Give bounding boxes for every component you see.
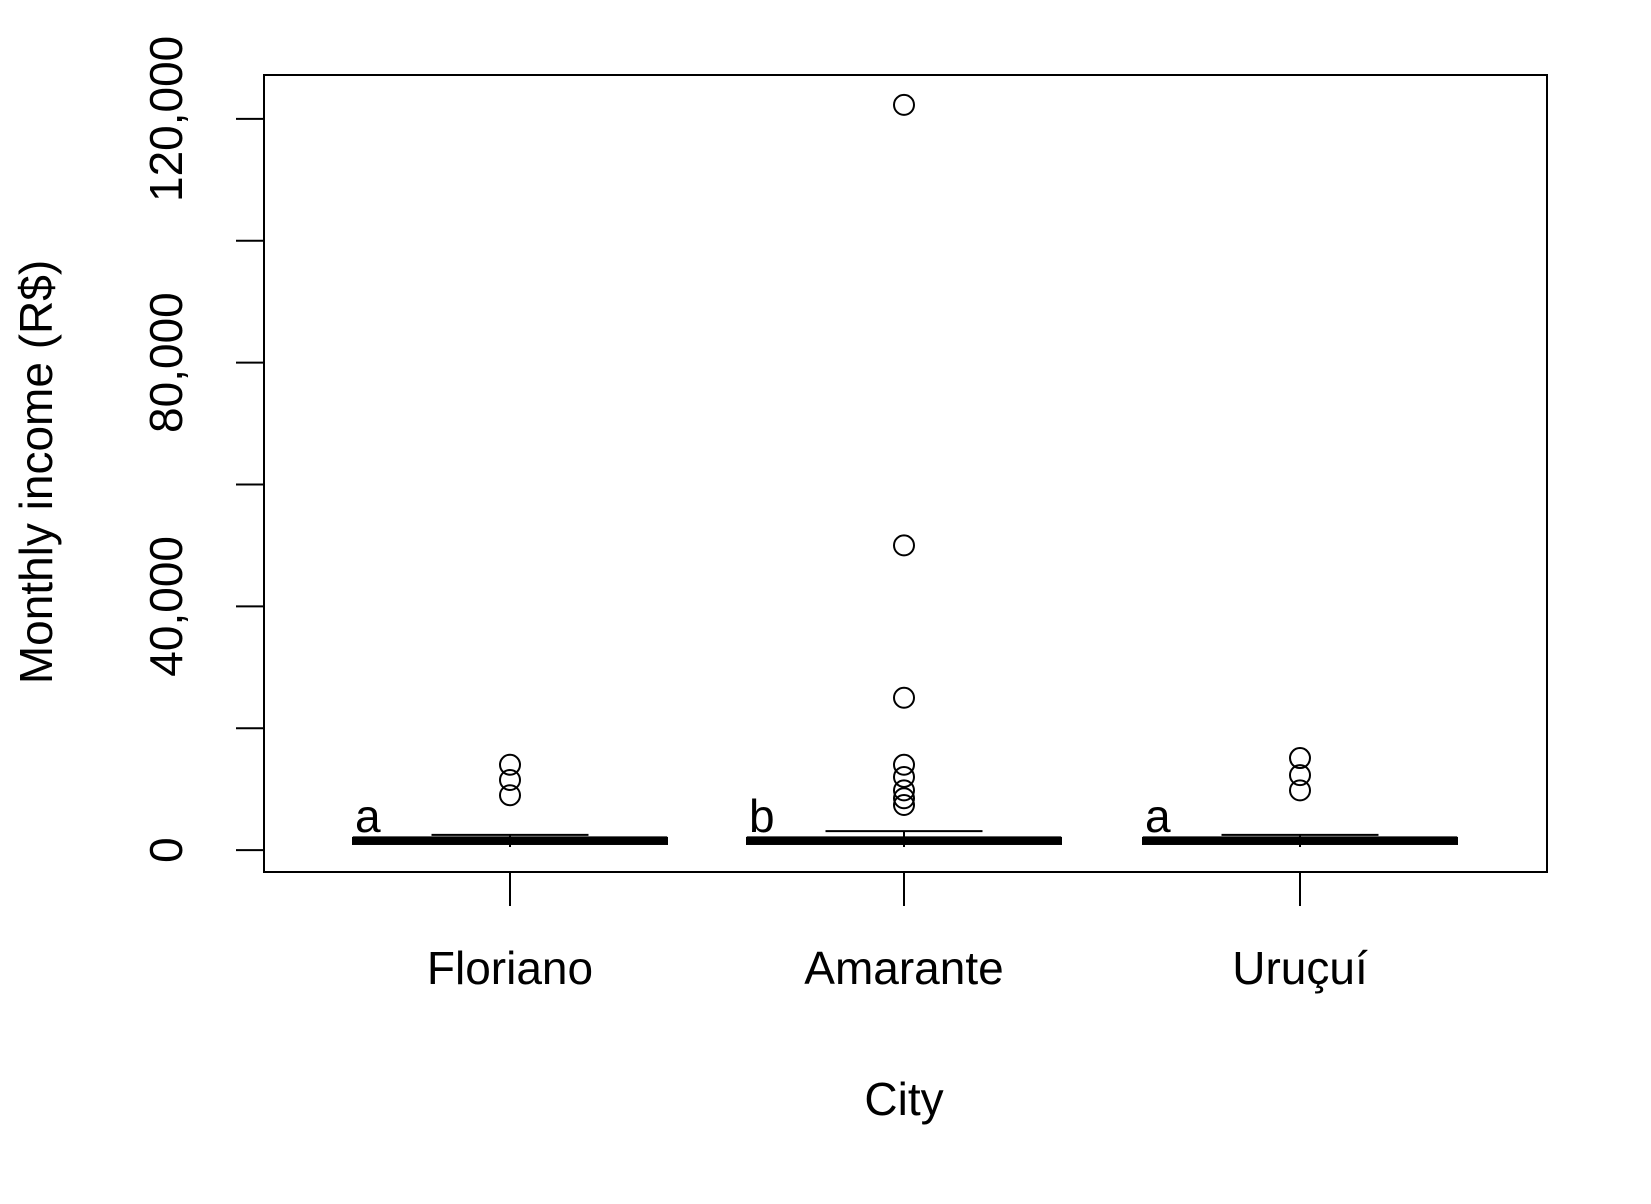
outlier — [499, 753, 521, 776]
x-axis-label: City — [864, 1073, 943, 1125]
y-axis-label: Monthly income (R$) — [10, 260, 62, 684]
outlier — [499, 768, 521, 791]
outlier — [893, 793, 915, 816]
outlier — [1289, 747, 1311, 770]
x-tick-label: Uruçuí — [1232, 942, 1368, 994]
outlier — [893, 534, 915, 557]
outlier — [1289, 764, 1311, 787]
group-letter: a — [1145, 790, 1171, 842]
group-letter: b — [749, 790, 775, 842]
y-tick-label: 120,000 — [140, 36, 192, 202]
outlier — [893, 779, 915, 802]
x-tick-label: Floriano — [427, 942, 593, 994]
plot-frame — [263, 74, 1548, 873]
y-tick-label: 0 — [140, 837, 192, 863]
outlier — [499, 784, 521, 807]
outlier — [893, 753, 915, 776]
outlier — [893, 93, 915, 116]
outlier — [893, 686, 915, 709]
outlier — [893, 787, 915, 810]
x-tick-label: Amarante — [804, 942, 1003, 994]
outlier — [1289, 779, 1311, 802]
group-letter: a — [355, 790, 381, 842]
y-tick-label: 40,000 — [140, 536, 192, 677]
y-tick-label: 80,000 — [140, 292, 192, 433]
outlier — [893, 765, 915, 788]
